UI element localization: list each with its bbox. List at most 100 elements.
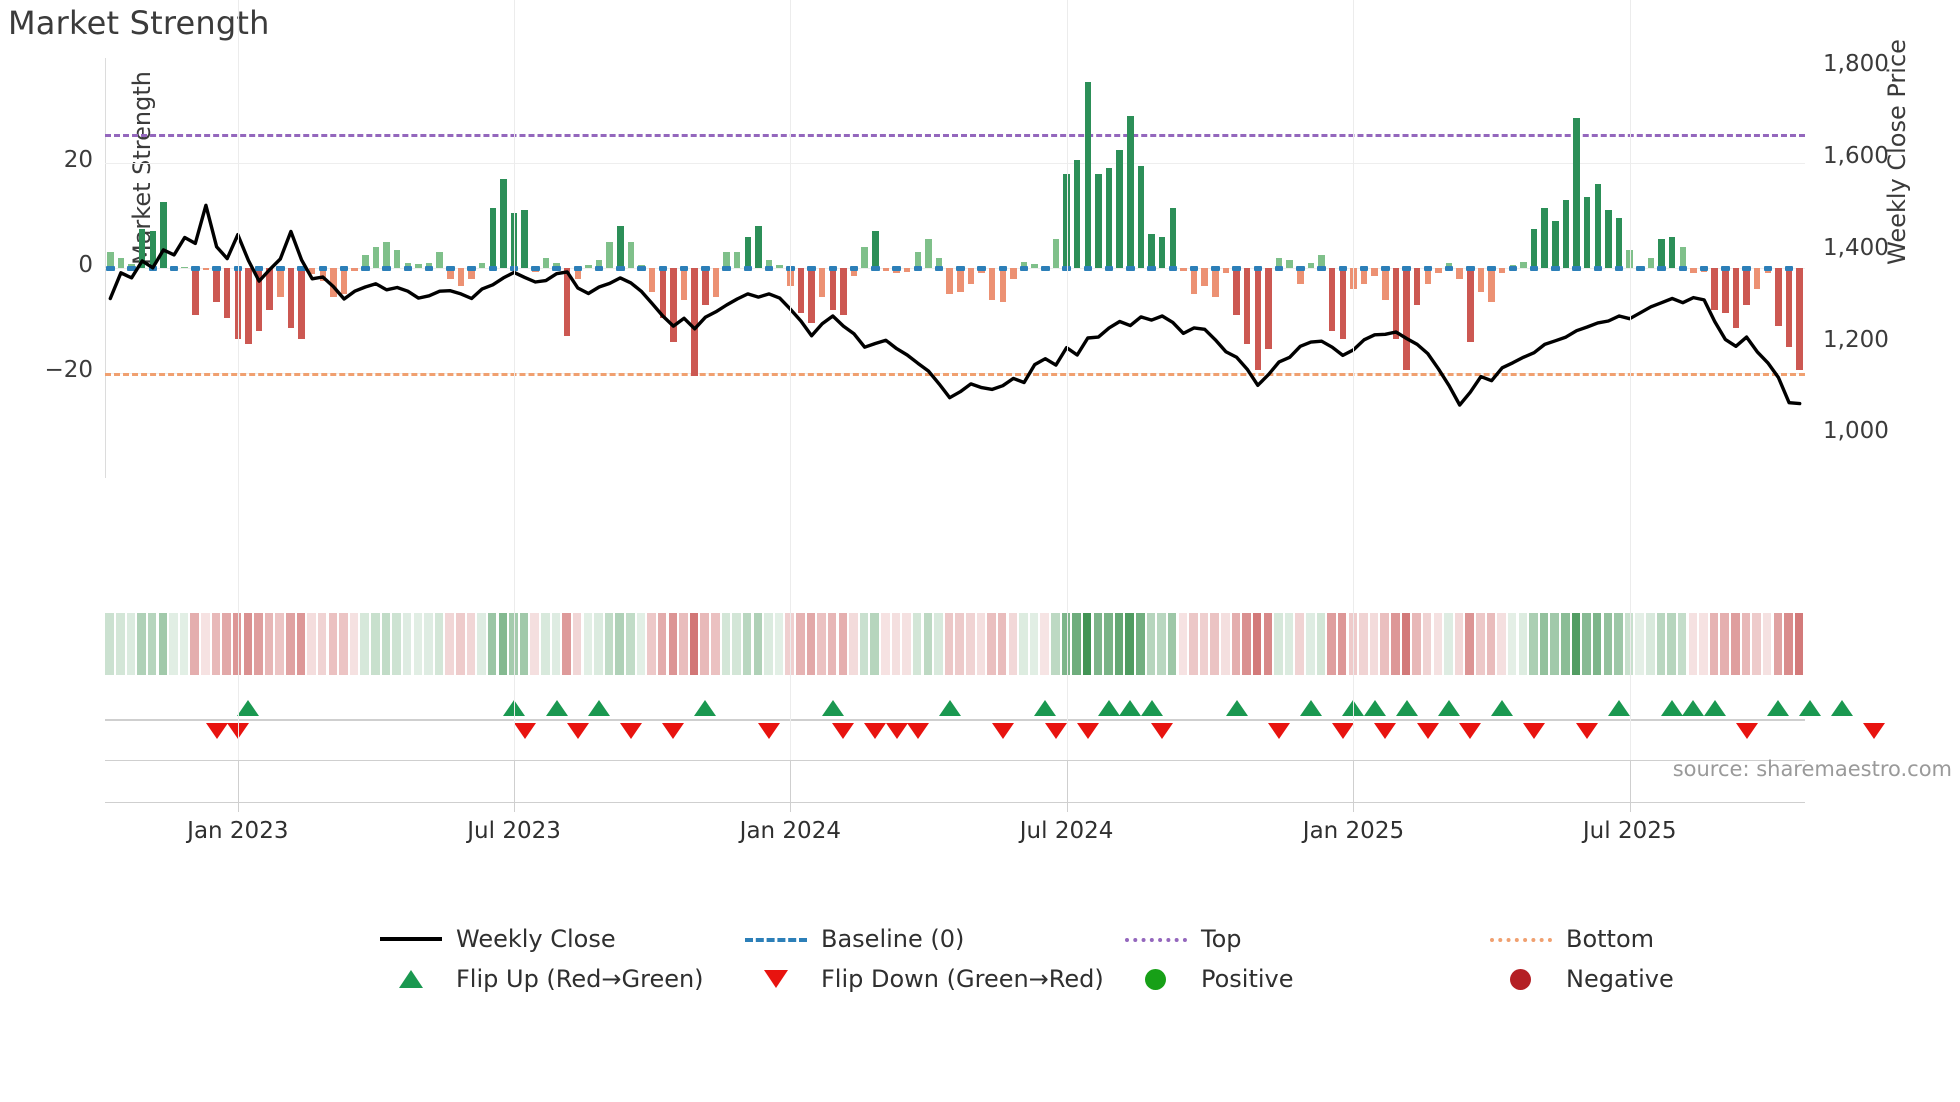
legend-label: Baseline (0): [821, 925, 965, 953]
heat-cell-14: [254, 613, 263, 675]
legend-item-weekly-close[interactable]: Weekly Close: [380, 925, 616, 953]
bar-136: [1552, 220, 1559, 268]
bar-37: [500, 178, 507, 268]
heat-cell-100: [1167, 613, 1177, 675]
triangle-up-icon: [1034, 700, 1057, 716]
heat-cell-15: [264, 613, 274, 675]
baseline-segment: [1784, 266, 1794, 271]
heat-cell-20: [317, 613, 327, 675]
heat-cell-114: [1316, 613, 1326, 675]
legend-item-top[interactable]: Top: [1125, 925, 1242, 953]
bar-42: [553, 262, 560, 268]
legend-item-positive[interactable]: Positive: [1125, 965, 1294, 993]
heat-cell-129: [1476, 613, 1485, 675]
bar-47: [606, 241, 613, 268]
baseline-segment: [1126, 266, 1135, 271]
bar-45: [585, 265, 592, 268]
heat-cell-25: [371, 613, 380, 675]
bar-4: [149, 231, 157, 268]
heat-cell-133: [1518, 613, 1528, 675]
x-tick-label: Jul 2024: [1019, 818, 1114, 844]
bar-129: [1477, 268, 1485, 292]
legend-item-negative[interactable]: Negative: [1490, 965, 1674, 993]
triangle-down-icon: [205, 723, 228, 739]
heat-cell-92: [1082, 613, 1092, 675]
bar-75: [903, 268, 911, 273]
bar-18: [298, 268, 305, 339]
bar-9: [202, 268, 210, 271]
legend-swatch: [745, 968, 807, 990]
heat-cell-26: [381, 613, 391, 675]
triangle-up-icon: [1767, 700, 1790, 716]
baseline-segment: [1019, 266, 1029, 271]
heat-cell-75: [902, 613, 911, 675]
legend-item-flip-down-green-red[interactable]: Flip Down (Green→Red): [745, 965, 1104, 993]
heat-cell-131: [1497, 613, 1506, 675]
x-tick-mark: [514, 760, 516, 812]
heat-cell-59: [732, 613, 741, 675]
y-tick-right: 1,400: [1823, 234, 1889, 261]
bar-14: [255, 268, 263, 331]
x-gridline: [237, 0, 239, 760]
bar-85: [1010, 268, 1017, 279]
heat-cell-42: [551, 613, 561, 675]
triangle-down-icon: [864, 723, 887, 739]
heat-cell-41: [541, 613, 550, 675]
baseline-segment: [998, 266, 1008, 271]
baseline-segment: [127, 266, 136, 271]
legend-item-bottom[interactable]: Bottom: [1490, 925, 1654, 953]
baseline-segment: [807, 266, 816, 271]
heat-cell-159: [1794, 613, 1804, 675]
bar-16: [277, 268, 284, 297]
heat-cell-117: [1348, 613, 1358, 675]
heat-cell-111: [1284, 613, 1294, 675]
bar-114: [1318, 254, 1325, 268]
bar-152: [1722, 268, 1729, 313]
reference-line-top: [105, 134, 1805, 138]
y-tick-left: 0: [78, 252, 93, 278]
bar-54: [680, 268, 688, 300]
heat-cell-47: [604, 613, 614, 675]
triangle-up-icon: [821, 700, 844, 716]
bar-83: [988, 268, 996, 300]
triangle-up-icon: [1098, 700, 1121, 716]
x-axis-rule: [105, 802, 1805, 803]
bar-7: [181, 266, 188, 269]
heat-cell-106: [1231, 613, 1241, 675]
heat-cell-24: [360, 613, 369, 675]
baseline-segment: [722, 266, 731, 271]
heat-cell-8: [190, 613, 199, 675]
legend-item-baseline-0[interactable]: Baseline (0): [745, 925, 964, 953]
triangle-down-icon: [513, 723, 536, 739]
heat-cell-88: [1040, 613, 1049, 675]
baseline-segment: [318, 266, 328, 271]
triangle-up-icon: [1363, 700, 1386, 716]
bar-27: [393, 249, 401, 268]
heat-cell-81: [966, 613, 975, 675]
bar-116: [1339, 268, 1347, 339]
main-chart-panel: Market Strength Weekly Close Price 20 0 −2…: [44, 39, 1911, 478]
bar-137: [1562, 199, 1570, 268]
heat-cell-45: [583, 613, 593, 675]
heat-cell-116: [1337, 613, 1347, 675]
legend-item-flip-up-red-green[interactable]: Flip Up (Red→Green): [380, 965, 704, 993]
bar-66: [808, 268, 815, 324]
heat-cell-153: [1731, 613, 1740, 675]
heat-cell-118: [1359, 613, 1368, 675]
x-tick-mark: [237, 760, 239, 812]
bar-78: [935, 257, 943, 268]
baseline-segment: [1593, 266, 1603, 271]
heat-cell-138: [1571, 613, 1581, 675]
legend-swatch: [380, 968, 442, 990]
baseline-segment: [743, 266, 753, 271]
bar-80: [957, 268, 964, 292]
legend-row-2: Flip Up (Red→Green) Flip Down (Green→Red)…: [0, 965, 1960, 1005]
heat-cell-61: [753, 613, 763, 675]
baseline-segment: [1062, 266, 1071, 271]
baseline-segment: [913, 266, 923, 271]
heat-cell-78: [934, 613, 943, 675]
bar-128: [1467, 268, 1474, 342]
heat-cell-154: [1741, 613, 1751, 675]
heat-cell-157: [1773, 613, 1783, 675]
